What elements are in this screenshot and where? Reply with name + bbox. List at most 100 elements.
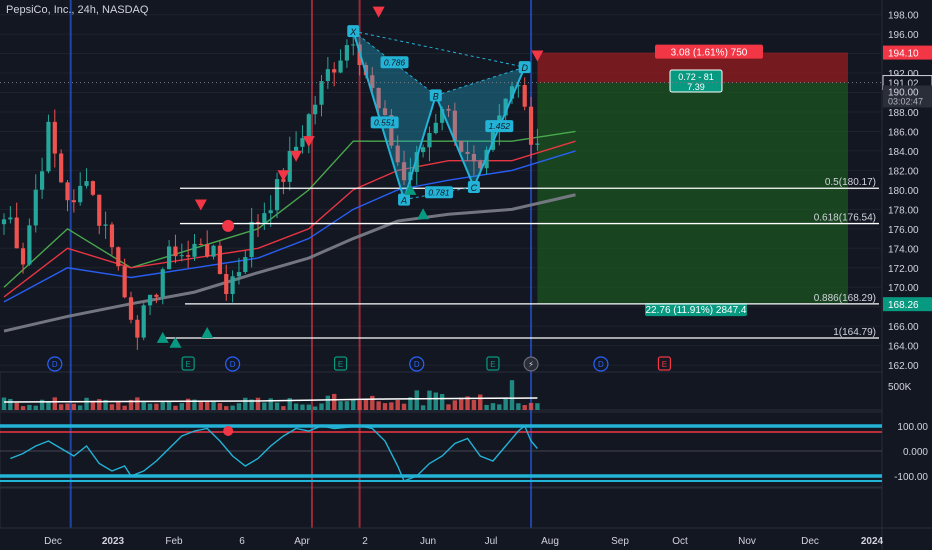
oscillator-axis-label: 0.000 [903,447,928,458]
candle [325,69,330,82]
candle [452,110,457,141]
sell-signal [277,170,290,182]
candle [8,217,13,220]
time-tick-label: 2023 [102,536,125,547]
target-label: 22.76 (11.91%) 2847.4 [645,305,746,316]
candle [20,248,26,265]
empty-pane-bg [0,487,883,529]
candle [147,294,153,306]
buy-signal [156,331,169,343]
ratio-text: 0.786 [384,57,406,67]
earnings-icon [486,356,500,371]
volume-bar [249,399,254,410]
candles [1,29,540,350]
position-zones: 3.08 (1.61%) 750 0.72 - 817.39 22.76 (11.9… [537,44,848,317]
dividend-icon [593,356,609,372]
volume-bar [141,400,146,410]
volume-bar [382,403,388,410]
support-price-badge [883,297,932,312]
candle [478,161,483,169]
time-tick-label: Sep [611,536,629,547]
time-tick-label: Aug [541,536,559,547]
candle [376,87,381,109]
pattern-triangle [353,31,436,200]
fib-label: 1(164.79) [833,327,876,338]
dividend-icon [225,356,241,372]
volume-bar [408,397,413,410]
candle [33,189,38,226]
split-label: ⚡ [528,360,534,369]
volume-bar [268,398,273,410]
volume-bar [46,401,51,410]
candle [503,98,508,116]
time-tick-label: Dec [44,536,62,547]
time-tick-label: Dec [801,536,819,547]
candle [192,243,197,257]
candle [243,257,248,273]
volume-bar [147,403,153,410]
volume-bar [471,399,477,410]
buy-signal [417,208,430,220]
buy-signal [404,183,417,195]
volume-bar [185,398,191,410]
volume-bar [116,401,121,410]
candle [421,147,426,153]
candle [446,108,451,111]
volume-bar [300,404,305,410]
oscillator-axis-label: 100.00 [897,422,928,433]
candle [65,182,70,201]
price-tick-label: 196.00 [888,30,919,41]
ratio-box [370,116,399,129]
pattern-point-label: B [433,91,439,101]
vertical-markers [69,0,533,528]
buy-signal [201,327,214,338]
earnings-label: E [490,360,495,369]
candle [78,185,83,203]
earnings-label: E [662,360,667,369]
countdown-label: 03:02:47 [888,97,923,107]
volume-bar [211,400,216,410]
volume-bar [516,403,521,410]
time-tick-label: 2024 [861,536,884,547]
entry-price-badge [883,85,932,108]
candle [71,200,76,203]
price-tick-label: 172.00 [888,264,919,275]
dividend-label: D [598,360,604,369]
volume-bar [192,399,197,410]
candle [154,294,159,297]
candle [14,217,19,249]
candle [135,319,140,338]
volume-bar [103,399,108,410]
volume-bar [395,400,400,410]
candle [198,243,203,245]
volume-bar [128,399,134,410]
price-tick-label: 164.00 [888,342,919,353]
dividend-icon [409,356,425,372]
pattern-point [467,180,480,193]
earnings-icon [333,356,348,371]
candle [230,276,235,295]
oscillator-axis-label: -100.00 [894,472,928,483]
volume-bar [478,394,483,410]
event-markers: D E D E D E ⚡ D E [47,356,672,372]
volume-bar [535,403,540,410]
volume-bar [173,405,178,410]
time-tick-label: Jul [485,536,498,547]
volume-bar [420,405,426,410]
candle [338,60,343,73]
time-tick-label: 2 [362,536,368,547]
ratio-text: 0.551 [374,117,396,127]
candle [40,171,45,190]
candle [262,213,267,223]
moving-average-line [3,130,576,288]
oscillator-line [10,424,538,482]
volume-bar [135,397,140,410]
candle [217,245,222,275]
volume-bar [357,400,362,410]
volume-bar [363,399,369,410]
price-tick-label: 198.00 [888,11,919,22]
candle [122,266,127,298]
candle [528,106,534,145]
time-tick-label: Feb [165,536,183,547]
